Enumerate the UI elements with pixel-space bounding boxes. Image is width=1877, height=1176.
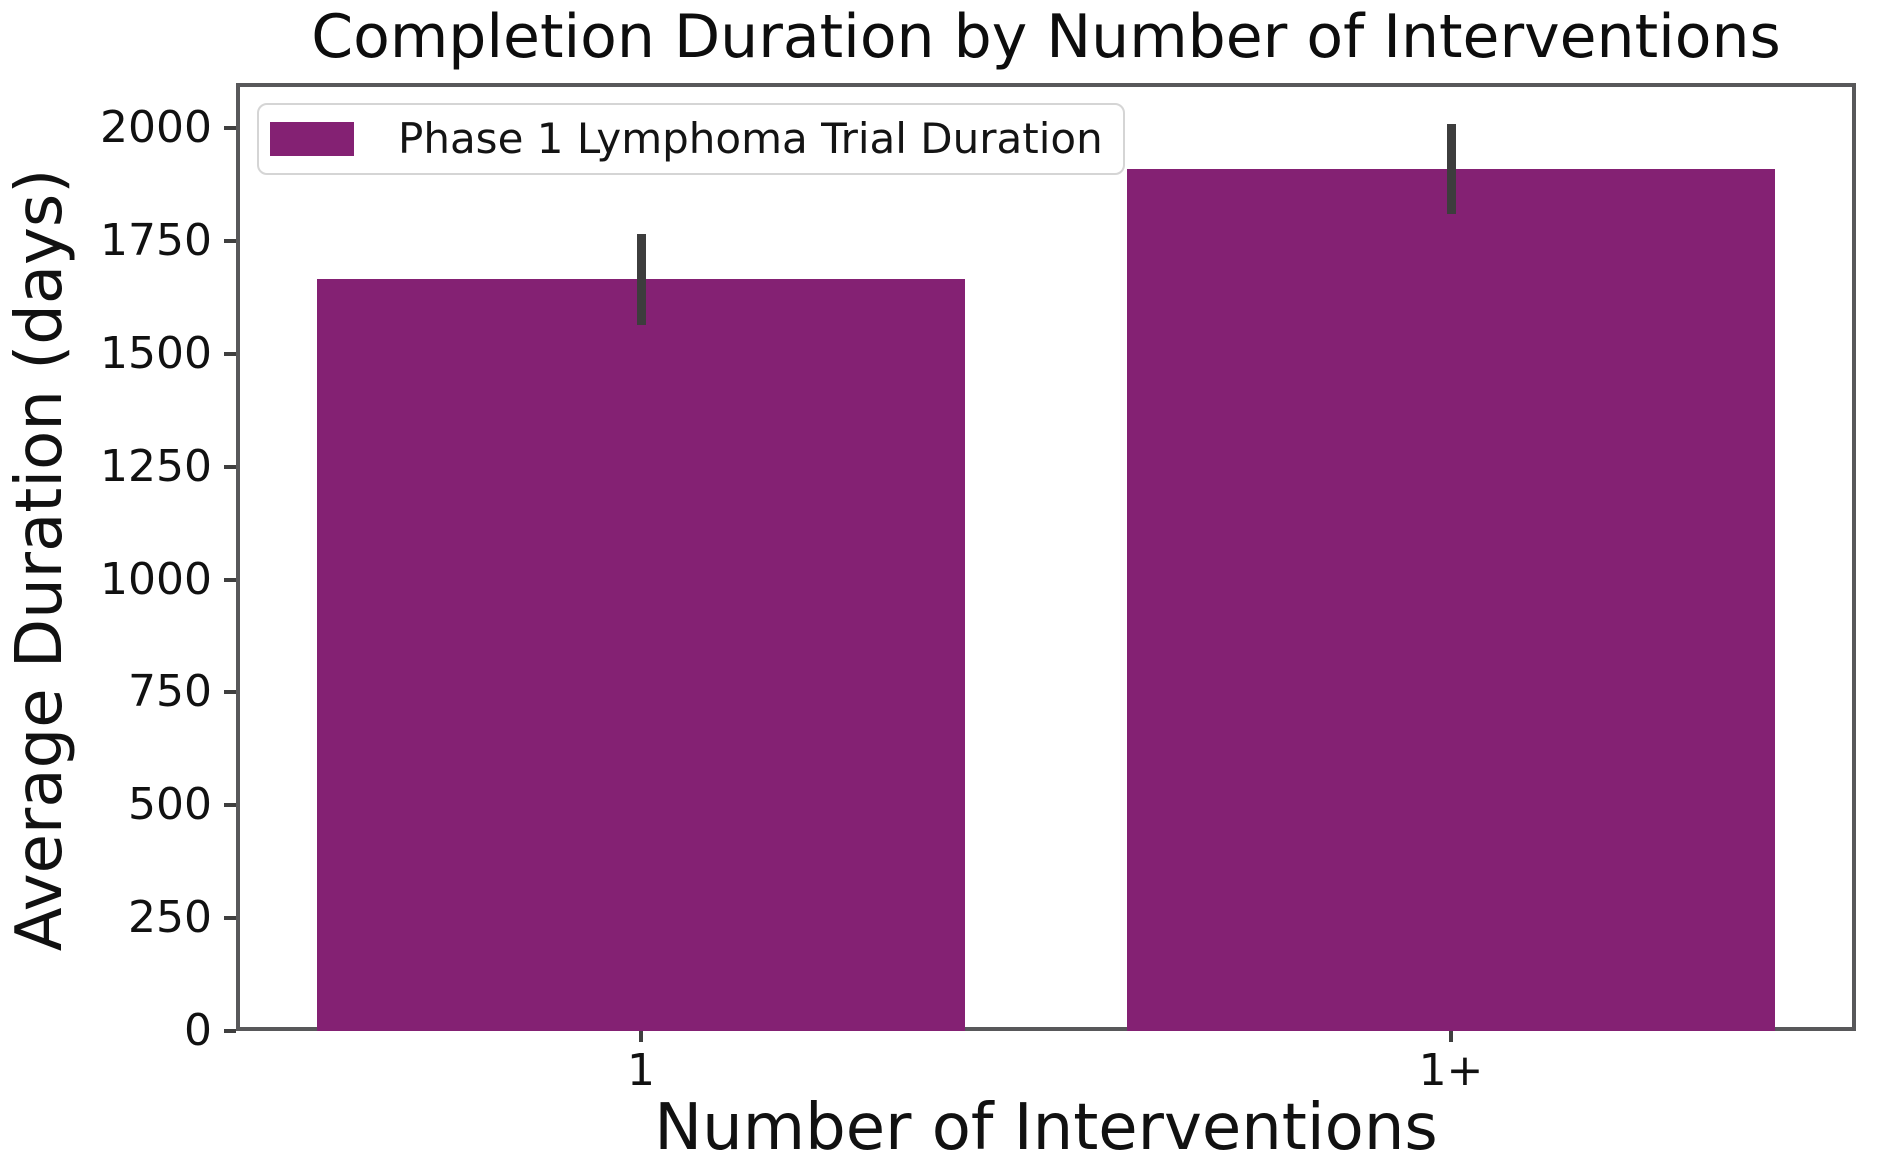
y-tick-mark [224, 916, 236, 921]
x-axis-label: Number of Interventions [654, 1091, 1438, 1165]
legend-label: Phase 1 Lymphoma Trial Duration [398, 114, 1103, 163]
legend: Phase 1 Lymphoma Trial Duration [257, 103, 1125, 175]
chart-title: Completion Duration by Number of Interve… [311, 2, 1781, 72]
y-tick-label: 1000 [100, 553, 212, 605]
y-tick-mark [224, 803, 236, 808]
legend-swatch [270, 122, 354, 156]
error-bar [1447, 123, 1456, 214]
y-tick-mark [224, 239, 236, 243]
x-tick-mark [1449, 1031, 1453, 1042]
y-tick-label: 1750 [100, 215, 212, 266]
bar [1127, 168, 1775, 1031]
y-tick-label: 2000 [100, 102, 212, 154]
y-tick-label: 750 [128, 666, 212, 718]
y-tick-mark [224, 126, 236, 131]
y-tick-label: 1500 [100, 327, 212, 379]
y-tick-label: 1250 [100, 440, 212, 492]
y-tick-mark [224, 690, 236, 695]
y-tick-label: 500 [128, 779, 212, 831]
bar [317, 279, 965, 1031]
x-tick-label: 1+ [1418, 1045, 1484, 1096]
x-tick-mark [639, 1031, 643, 1042]
error-bar [637, 234, 646, 325]
x-tick-label: 1 [627, 1045, 655, 1096]
y-tick-mark [224, 351, 236, 356]
y-tick-mark [224, 1029, 236, 1033]
y-tick-mark [224, 464, 236, 469]
y-tick-label: 0 [184, 1005, 212, 1056]
y-tick-label: 250 [128, 892, 212, 944]
y-tick-mark [224, 577, 236, 582]
